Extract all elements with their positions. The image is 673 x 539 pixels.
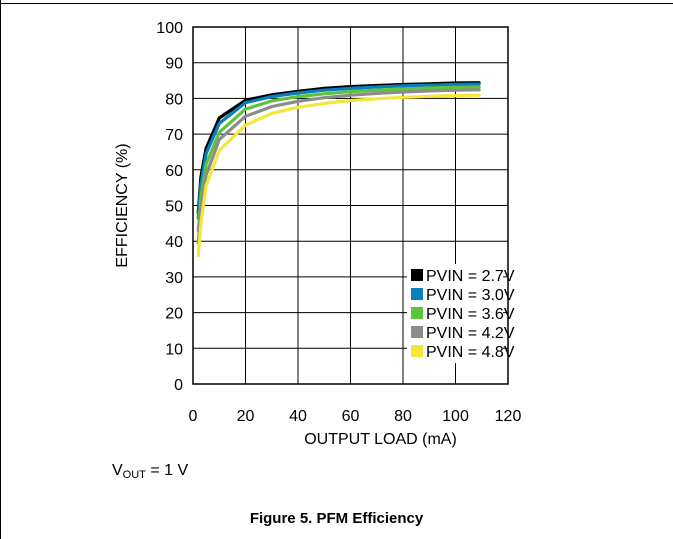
y-tick-label: 70 [165,127,183,144]
vout-prefix: V [112,462,123,479]
y-tick-label: 50 [165,199,183,216]
y-axis-label: EFFICIENCY (%) [114,143,131,267]
x-tick-label: 100 [442,408,469,425]
y-tick-label: 20 [165,306,183,323]
legend-entry-label: PVIN = 4.2V [426,325,515,342]
x-axis-label: OUTPUT LOAD (mA) [304,431,457,448]
legend-swatch [411,288,423,300]
figure-caption: Figure 5. PFM Efficiency [0,510,673,527]
legend-swatch [411,269,423,281]
y-tick-label: 10 [165,341,183,358]
x-tick-label: 40 [289,408,307,425]
y-tick-label: 0 [174,377,183,394]
y-tick-label: 30 [165,270,183,287]
legend-entry-label: PVIN = 4.8V [426,344,515,361]
legend-entry-label: PVIN = 3.0V [426,287,515,304]
y-tick-label: 40 [165,234,183,251]
y-tick-label: 90 [165,56,183,73]
legend-entry-label: PVIN = 3.6V [426,306,515,323]
y-tick-label: 60 [165,163,183,180]
legend: PVIN = 2.7V PVIN = 3.0V PVIN = 3.6V PVIN = … [407,264,515,363]
vout-condition-note: VOUT = 1 V [112,462,188,481]
legend-swatch [411,345,423,357]
x-tick-label: 60 [342,408,360,425]
x-tick-label: 20 [237,408,255,425]
legend-entry-label: PVIN = 2.7V [426,268,515,285]
vout-suffix: = 1 V [146,462,188,479]
legend-swatch [411,326,423,338]
y-tick-label: 80 [165,91,183,108]
y-tick-label: 100 [156,20,183,37]
x-tick-label: 120 [495,408,522,425]
x-tick-label: 0 [189,408,198,425]
legend-swatch [411,307,423,319]
x-tick-label: 80 [394,408,412,425]
vout-subscript: OUT [123,469,146,481]
